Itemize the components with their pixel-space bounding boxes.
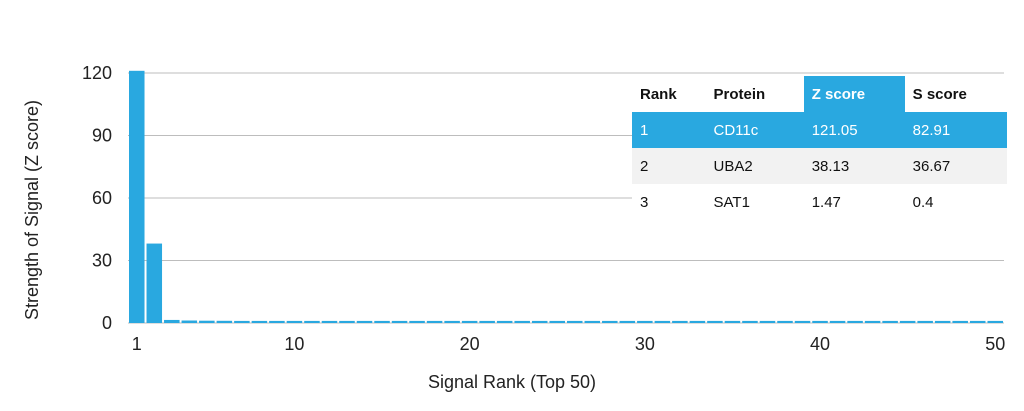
cell-protein: SAT1 <box>705 184 804 220</box>
bar <box>426 320 443 323</box>
bar <box>812 320 828 323</box>
bar <box>531 320 548 323</box>
bar <box>304 320 320 323</box>
bar <box>584 320 601 323</box>
bar <box>899 320 916 323</box>
bar <box>444 320 460 323</box>
bar <box>514 320 530 323</box>
bar <box>251 320 268 323</box>
bar <box>882 320 898 323</box>
cell-rank: 2 <box>632 148 706 184</box>
bar <box>934 320 951 323</box>
bar <box>689 320 706 323</box>
protein-score-table: Rank Protein Z score S score 1 CD11c 121… <box>632 76 1007 220</box>
header-protein: Protein <box>705 76 804 112</box>
cell-s-score: 82.91 <box>904 112 1007 148</box>
table-row: 2 UBA2 38.13 36.67 <box>632 148 1007 184</box>
bar <box>181 320 198 323</box>
bar <box>146 243 163 323</box>
cell-s-score: 0.4 <box>904 184 1007 220</box>
y-tick-labels: 0 30 60 90 120 <box>82 63 112 333</box>
header-s-score: S score <box>904 76 1007 112</box>
bar <box>129 70 145 323</box>
bar <box>549 320 565 323</box>
bar <box>777 320 793 323</box>
bar <box>759 320 776 323</box>
cell-z-score: 1.47 <box>803 184 905 220</box>
bars <box>129 70 1003 323</box>
bar <box>199 320 215 323</box>
bar <box>829 320 846 323</box>
bar <box>987 320 1003 323</box>
table-row: 3 SAT1 1.47 0.4 <box>632 184 1007 220</box>
x-tick-label: 40 <box>810 334 830 354</box>
bar <box>479 320 495 323</box>
x-tick-label: 20 <box>460 334 480 354</box>
bar <box>969 320 986 323</box>
bar <box>619 320 636 323</box>
bar <box>637 320 653 323</box>
bar <box>374 320 390 323</box>
cell-z-score: 38.13 <box>803 148 905 184</box>
y-axis-title: Strength of Signal (Z score) <box>22 100 42 320</box>
bar <box>654 320 671 323</box>
y-tick-label: 60 <box>92 188 112 208</box>
bar <box>672 320 688 323</box>
bar <box>391 320 408 323</box>
header-rank: Rank <box>632 76 706 112</box>
bar <box>164 319 180 323</box>
header-z-score: Z score <box>803 76 905 112</box>
bar <box>216 320 233 323</box>
y-tick-label: 90 <box>92 126 112 146</box>
bar <box>847 320 863 323</box>
cell-protein: CD11c <box>705 112 804 148</box>
x-axis-title: Signal Rank (Top 50) <box>428 372 596 392</box>
cell-protein: UBA2 <box>705 148 804 184</box>
x-tick-label: 10 <box>284 334 304 354</box>
x-tick-label: 1 <box>132 334 142 354</box>
y-tick-label: 0 <box>102 313 112 333</box>
bar <box>602 320 618 323</box>
bar <box>917 320 933 323</box>
bar <box>496 320 513 323</box>
bar <box>707 320 723 323</box>
y-tick-label: 30 <box>92 251 112 271</box>
cell-rank: 1 <box>632 112 706 148</box>
bar <box>356 320 373 323</box>
bar <box>234 320 250 323</box>
bar <box>269 320 285 323</box>
bar <box>409 320 425 323</box>
bar <box>794 320 811 323</box>
bar <box>286 320 303 323</box>
cell-rank: 3 <box>632 184 706 220</box>
table-header-row: Rank Protein Z score S score <box>632 76 1007 112</box>
x-tick-labels: 1 10 20 30 40 50 <box>132 334 1006 354</box>
cell-s-score: 36.67 <box>904 148 1007 184</box>
bar <box>339 320 355 323</box>
bar <box>567 320 583 323</box>
bar <box>321 320 338 323</box>
x-tick-label: 50 <box>985 334 1005 354</box>
bar <box>952 320 968 323</box>
y-tick-label: 120 <box>82 63 112 83</box>
cell-z-score: 121.05 <box>803 112 905 148</box>
x-tick-label: 30 <box>635 334 655 354</box>
bar <box>742 320 758 323</box>
bar <box>461 320 478 323</box>
bar <box>724 320 741 323</box>
table-row: 1 CD11c 121.05 82.91 <box>632 112 1007 148</box>
bar <box>864 320 881 323</box>
